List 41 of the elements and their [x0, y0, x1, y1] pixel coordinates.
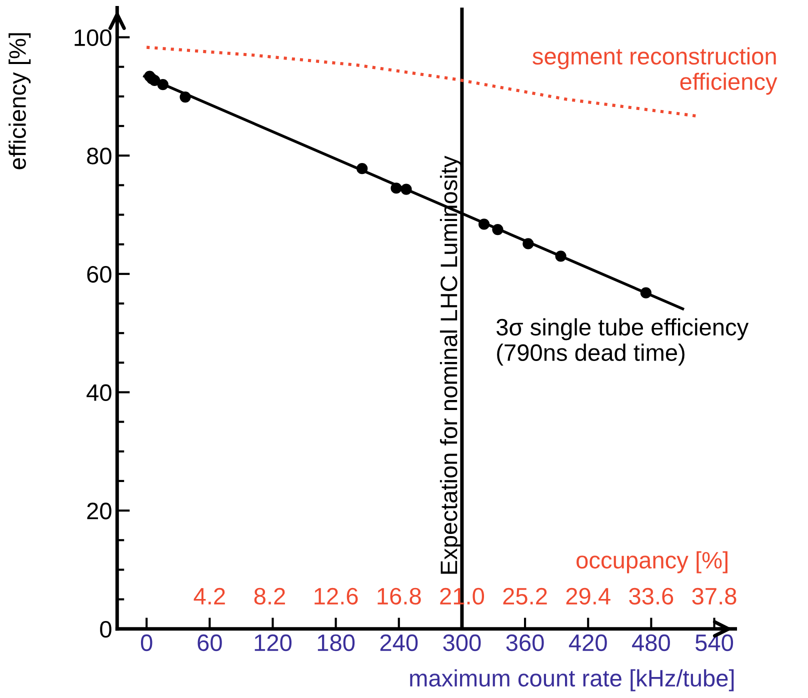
x-tick-label: 540 [696, 634, 734, 652]
x-tick-label: 240 [380, 634, 418, 652]
x-tick-label: 180 [318, 634, 355, 652]
x-axis-title: maximum count rate [kHz/tube] [410, 669, 734, 692]
x-tick-label: 480 [632, 634, 670, 652]
point [356, 163, 368, 174]
x-tick-label: 420 [568, 634, 607, 652]
point [157, 79, 168, 90]
x2-tick-label: 33.6 [629, 588, 674, 605]
x-tick-label: 360 [506, 634, 544, 652]
y-tick-label: 100 [74, 29, 112, 46]
y-axis-title: efficiency [%] [8, 33, 31, 170]
x2-tick-label: 25.2 [503, 588, 547, 605]
point [555, 250, 566, 262]
y-tick-label: 60 [87, 266, 112, 283]
text: 3σ single tube efficiency (790ns dead time) [496, 318, 749, 366]
point [522, 238, 534, 250]
x-tick-label: 0 [140, 634, 152, 652]
x2-tick-label: 12.6 [314, 588, 358, 605]
ref-line-label: Expectation for nominal LHC Luminosity [440, 156, 462, 574]
point [180, 91, 191, 103]
point [492, 224, 504, 236]
x2-tick-label: 37.8 [692, 588, 736, 605]
y-tick-label: 40 [86, 384, 112, 402]
y-tick-label: 0 [100, 620, 112, 638]
y-tick-label: 20 [87, 502, 112, 520]
x-tick-label: 60 [198, 634, 222, 652]
series-label: segment reconstruction efficiency [532, 47, 778, 95]
point [478, 218, 490, 230]
point [390, 182, 402, 194]
x2-axis-title: occupancy [%] [576, 551, 728, 574]
x-tick-label: 120 [254, 634, 292, 652]
x-tick-label: 300 [443, 634, 481, 652]
point [400, 184, 412, 195]
point [640, 287, 652, 298]
x2-tick-label: 8.2 [254, 588, 285, 605]
x2-tick-label: 4.2 [194, 588, 225, 604]
x2-tick-label: 29.4 [566, 588, 610, 605]
x2-tick-label: 16.8 [378, 588, 421, 605]
y-tick-label: 80 [87, 148, 112, 164]
point [149, 74, 160, 86]
